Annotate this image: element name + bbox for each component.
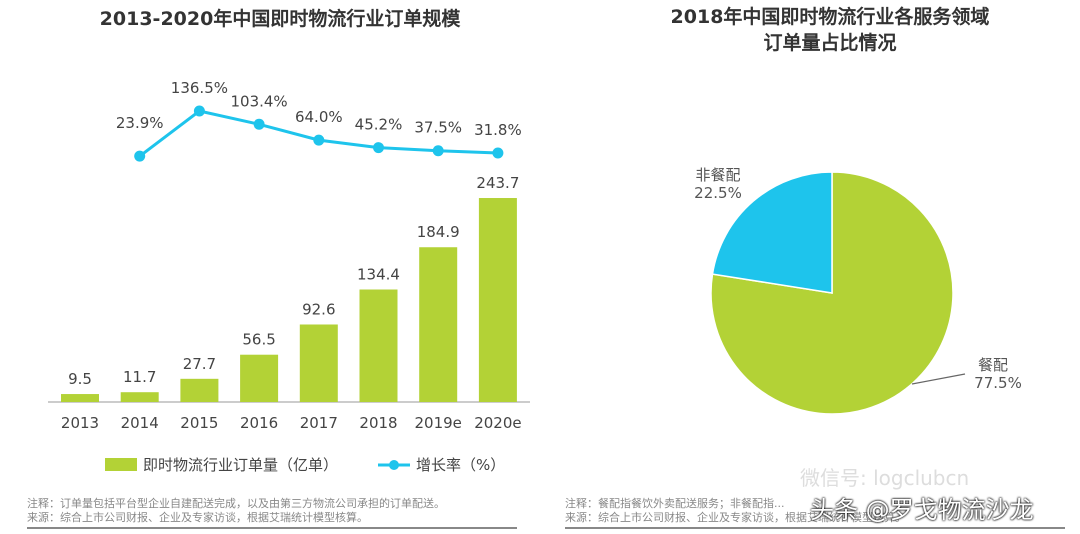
growth-label: 37.5% — [414, 119, 462, 137]
pie-slice — [711, 171, 833, 294]
bar — [120, 392, 159, 402]
legend-line-label: 增长率（%） — [416, 456, 505, 474]
pie-title-line-2: 订单量占比情况 — [763, 32, 897, 54]
x-tick-label: 2014 — [121, 414, 159, 432]
pie-note: 注释：餐配指餐饮外卖配送服务；非餐配指... — [565, 497, 785, 510]
pie-label-name: 餐配 — [978, 356, 1008, 374]
pie-label-name: 非餐配 — [695, 166, 740, 184]
toutiao-watermark: 头条 @罗戈物流沙龙 — [810, 496, 1034, 524]
growth-point — [313, 134, 325, 146]
legend-bar-swatch — [105, 458, 137, 471]
pie-divider — [565, 527, 1065, 529]
bar-chart-title: 2013-2020年中国即时物流行业订单规模 — [99, 8, 461, 30]
x-tick-label: 2013 — [61, 414, 99, 432]
wechat-watermark: 微信号: logclubcn — [800, 466, 970, 490]
growth-point — [193, 105, 205, 117]
bar-divider — [27, 527, 517, 529]
x-tick-label: 2019e — [414, 414, 461, 432]
bar-value-label: 11.7 — [123, 368, 156, 386]
growth-label: 136.5% — [171, 79, 228, 97]
legend-line-marker — [389, 460, 399, 470]
growth-point — [253, 118, 265, 130]
bar-value-label: 184.9 — [417, 223, 460, 241]
bar-value-label: 134.4 — [357, 266, 400, 284]
growth-point — [492, 147, 504, 159]
pie-label-value: 22.5% — [694, 184, 742, 202]
pie-title-line-1: 2018年中国即时物流行业各服务领域 — [670, 6, 990, 28]
growth-label: 103.4% — [230, 92, 287, 110]
bar-note: 注释：订单量包括平台型企业自建配送完成，以及由第三方物流公司承担的订单配送。 — [27, 497, 445, 510]
legend-bar-label: 即时物流行业订单量（亿单） — [143, 456, 338, 474]
bar-value-label: 56.5 — [242, 331, 275, 349]
bar-value-label: 9.5 — [68, 370, 92, 388]
x-tick-label: 2018 — [359, 414, 397, 432]
x-tick-label: 2015 — [180, 414, 218, 432]
growth-label: 45.2% — [355, 116, 403, 134]
x-tick-label: 2016 — [240, 414, 278, 432]
growth-point — [373, 142, 384, 154]
bar — [478, 198, 517, 402]
x-tick-label: 2017 — [300, 414, 338, 432]
pie-label-value: 77.5% — [974, 374, 1022, 392]
bar-source: 来源：综合上市公司财报、企业及专家访谈，根据艾瑞统计模型核算。 — [27, 511, 368, 524]
bar-value-label: 27.7 — [183, 355, 216, 373]
pie-chart-title: 2018年中国即时物流行业各服务领域 订单量占比情况 — [600, 4, 1060, 56]
bar — [419, 247, 458, 402]
bar-value-label: 243.7 — [476, 174, 519, 192]
bar — [359, 289, 398, 402]
pie-leader-line — [911, 373, 966, 385]
growth-label: 31.8% — [474, 121, 522, 139]
bar — [180, 378, 219, 402]
growth-label: 64.0% — [295, 108, 343, 126]
pie-source: 来源：综合上市公司财报、企业及专家访谈，根据艾瑞统计模型核算。 — [565, 511, 906, 524]
bar — [299, 324, 338, 402]
growth-point — [134, 150, 146, 162]
growth-point — [432, 145, 444, 157]
bar — [61, 394, 99, 402]
x-tick-label: 2020e — [474, 414, 521, 432]
bar — [240, 354, 279, 402]
growth-label: 23.9% — [116, 114, 164, 132]
bar-value-label: 92.6 — [302, 300, 335, 318]
